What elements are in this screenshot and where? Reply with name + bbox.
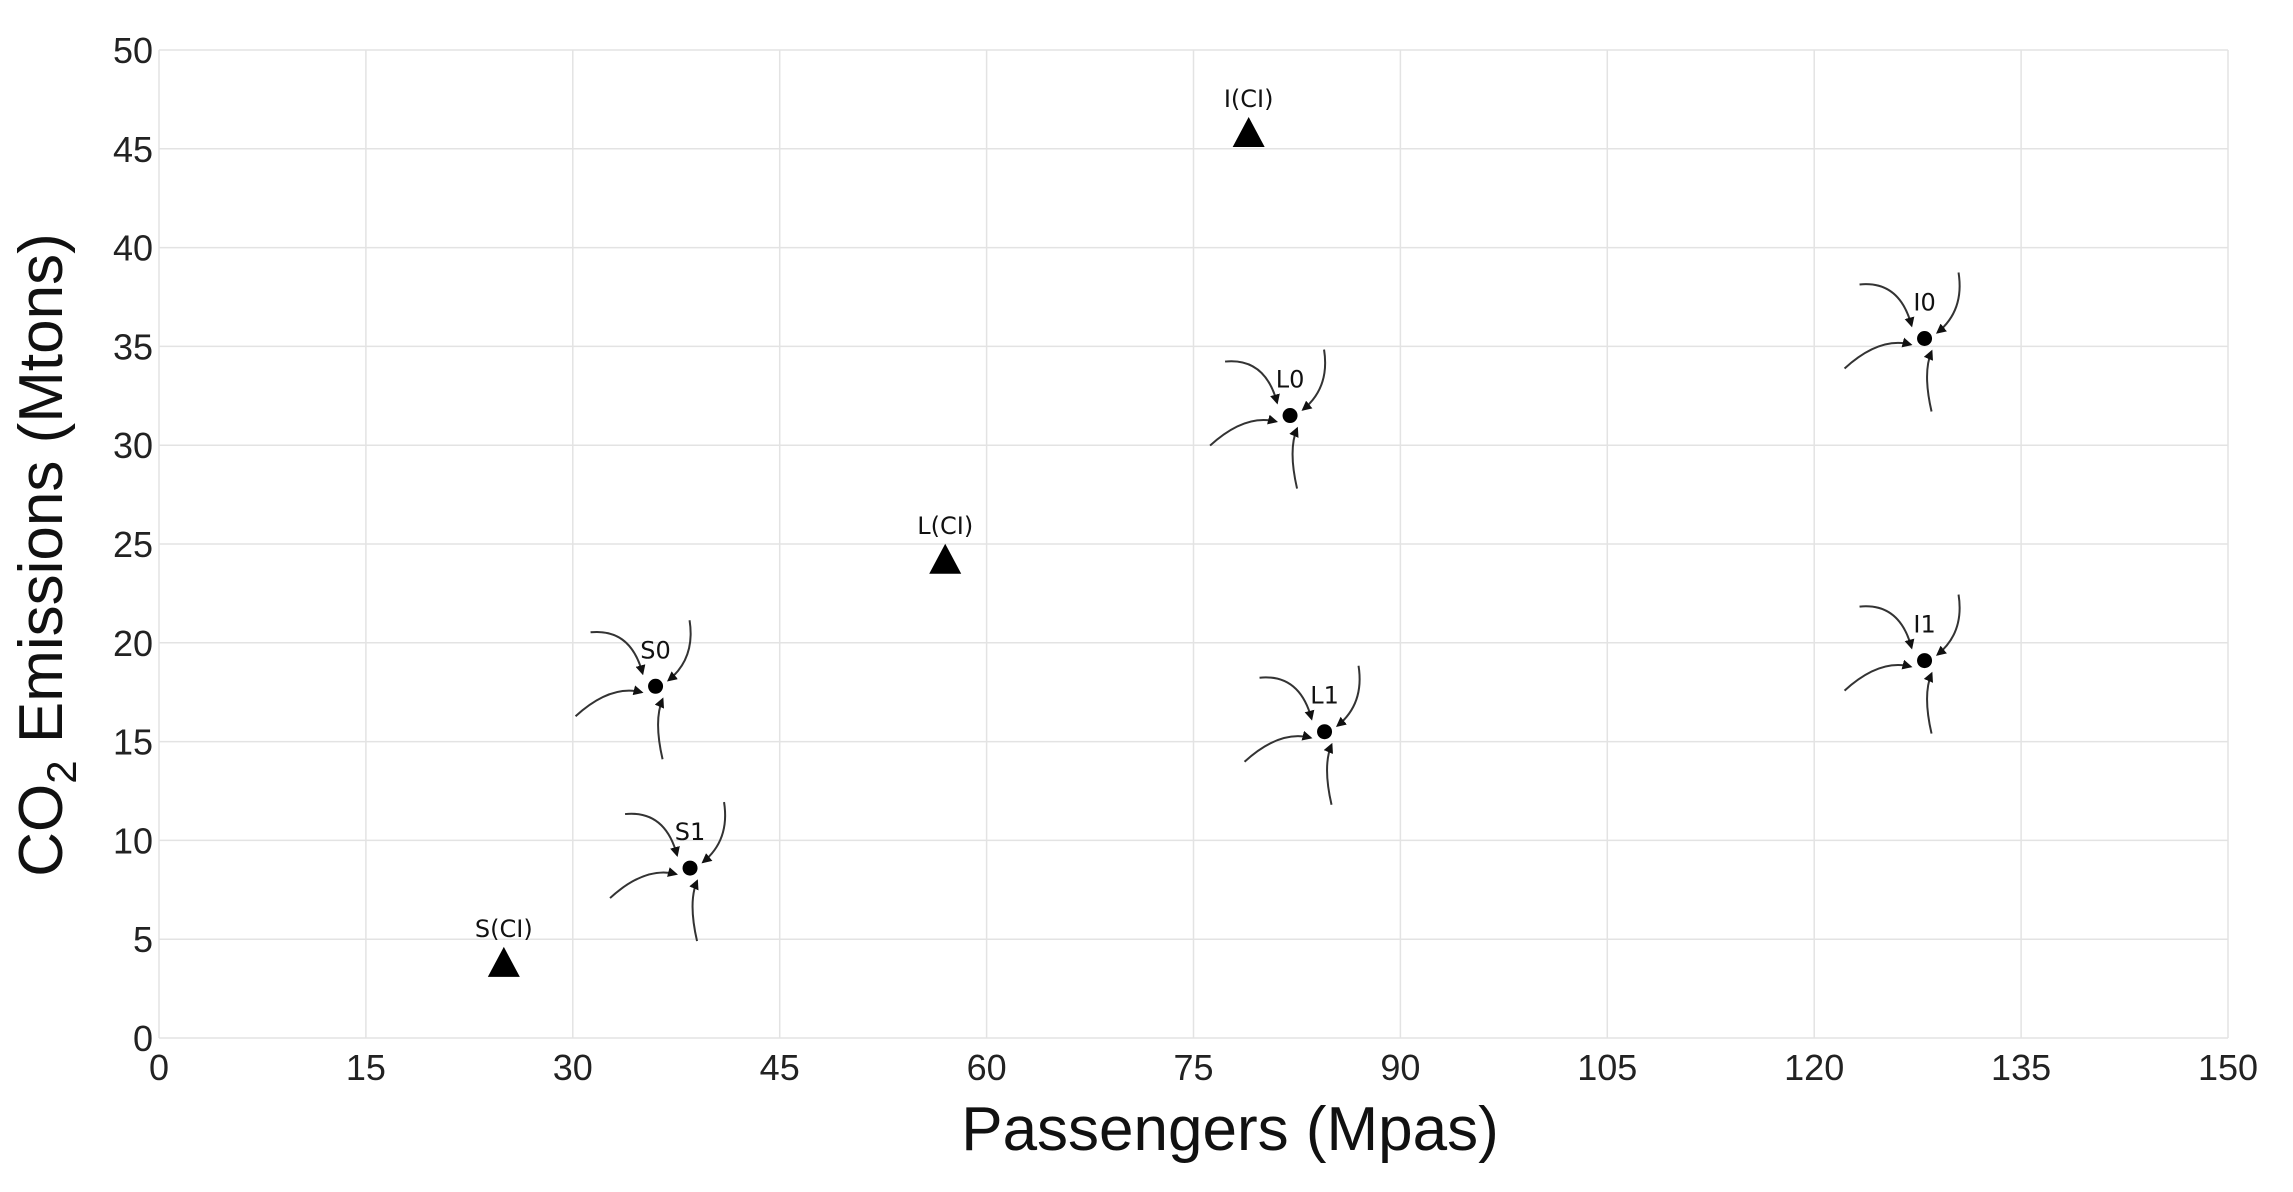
point-i1: I1 (1843, 594, 1961, 734)
y-tick-label: 10 (113, 820, 153, 861)
y-tick-label: 25 (113, 524, 153, 565)
point-label: L(CI) (917, 512, 973, 540)
x-tick-label: 90 (1380, 1047, 1420, 1088)
point-i0: I0 (1843, 272, 1961, 412)
y-tick-label: 0 (133, 1018, 153, 1059)
point-l-ci: L(CI) (917, 512, 973, 574)
curved-arrow (1843, 659, 1913, 692)
circle-marker (682, 860, 698, 876)
y-tick-label: 35 (113, 326, 153, 367)
point-s-ci: S(CI) (475, 915, 533, 977)
triangle-marker (487, 946, 520, 977)
y-tick-label: 15 (113, 722, 153, 763)
curved-arrow (1323, 742, 1333, 805)
point-label: I1 (1913, 611, 1935, 639)
point-s0: S0 (574, 620, 692, 760)
point-label: S1 (675, 818, 706, 846)
curved-arrow (1843, 337, 1913, 370)
data-points: S(CI) L(CI) I(CI) S0 S1 L0 L1 I0 I1 (475, 85, 1961, 977)
x-tick-label: 30 (553, 1047, 593, 1088)
curved-arrow (689, 879, 699, 942)
point-i-ci: I(CI) (1224, 85, 1274, 147)
grid-lines (158, 49, 2229, 1039)
curved-arrow (1935, 594, 1961, 656)
x-tick-label: 120 (1784, 1047, 1844, 1088)
triangle-marker (1232, 116, 1265, 147)
point-label: S0 (640, 636, 671, 664)
curved-arrow (624, 812, 680, 857)
x-tick-label: 45 (760, 1047, 800, 1088)
y-tick-label: 50 (113, 30, 153, 71)
curved-arrow (701, 801, 727, 864)
x-tick-label: 150 (2198, 1047, 2258, 1088)
y-tick-label: 20 (113, 623, 153, 664)
curved-arrow (1923, 671, 1933, 734)
y-axis-title-main: CO (7, 784, 76, 877)
x-axis-title: Passengers (Mpas) (961, 1095, 1499, 1164)
point-l0: L0 (1209, 349, 1327, 489)
circle-marker (1317, 724, 1333, 740)
curved-arrow (654, 697, 665, 760)
curved-arrow (1259, 676, 1315, 721)
curved-arrow (1859, 283, 1915, 328)
y-tick-label: 5 (133, 919, 153, 960)
circle-marker (1917, 330, 1933, 346)
curved-arrow (1243, 730, 1313, 763)
y-tick-label: 40 (113, 228, 153, 269)
curved-arrow (1335, 665, 1361, 727)
point-label: S(CI) (475, 915, 533, 943)
point-s1: S1 (609, 801, 727, 942)
point-label: L0 (1276, 366, 1305, 394)
x-tick-label: 60 (967, 1047, 1007, 1088)
curved-arrow (1859, 605, 1915, 650)
point-label: L1 (1310, 682, 1339, 710)
curved-arrow (667, 620, 692, 682)
x-tick-label: 15 (346, 1047, 386, 1088)
x-tick-label: 75 (1173, 1047, 1213, 1088)
curved-arrow (1935, 272, 1961, 334)
curved-arrow (1301, 349, 1327, 411)
circle-marker (1282, 408, 1298, 424)
x-tick-label: 0 (149, 1047, 169, 1088)
y-axis-title-subscript: 2 (38, 760, 85, 783)
x-tick-label: 135 (1991, 1047, 2051, 1088)
curved-arrow (1224, 360, 1280, 405)
y-tick-label: 45 (113, 129, 153, 170)
point-label: I0 (1913, 288, 1935, 316)
y-axis-title: CO2 Emissions (Mtons) (7, 233, 85, 876)
curved-arrow (590, 630, 646, 676)
curved-arrow (1289, 426, 1299, 489)
point-l1: L1 (1243, 665, 1361, 805)
circle-marker (1917, 653, 1933, 669)
curved-arrow (1209, 414, 1278, 447)
triangle-marker (929, 543, 962, 574)
curved-arrow (1923, 349, 1933, 412)
y-axis-title-rest: Emissions (Mtons) (7, 233, 76, 760)
tick-labels: 0 15 30 45 60 75 90 105 120 135 150 0 5 10 15 20 25 30 35 4… (113, 30, 2258, 1088)
curved-arrow (574, 685, 644, 718)
x-tick-label: 105 (1577, 1047, 1637, 1088)
point-label: I(CI) (1224, 85, 1274, 113)
circle-marker (648, 678, 664, 694)
y-tick-label: 30 (113, 425, 153, 466)
curved-arrow (609, 867, 678, 899)
